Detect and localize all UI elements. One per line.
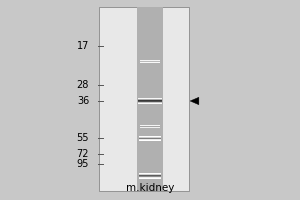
Bar bbox=[138, 102, 162, 103]
Text: 72: 72 bbox=[76, 149, 89, 159]
Bar bbox=[137, 7, 163, 191]
Polygon shape bbox=[190, 97, 199, 105]
Bar bbox=[138, 101, 162, 102]
Bar bbox=[138, 103, 162, 104]
Bar bbox=[138, 98, 162, 99]
Bar bbox=[138, 100, 162, 101]
Text: 28: 28 bbox=[77, 80, 89, 90]
Bar bbox=[138, 99, 162, 100]
Text: 95: 95 bbox=[77, 159, 89, 169]
Text: 55: 55 bbox=[76, 133, 89, 143]
Bar bbox=[100, 7, 189, 191]
Text: m.kidney: m.kidney bbox=[126, 183, 174, 193]
Text: 36: 36 bbox=[77, 96, 89, 106]
Text: 17: 17 bbox=[77, 41, 89, 51]
